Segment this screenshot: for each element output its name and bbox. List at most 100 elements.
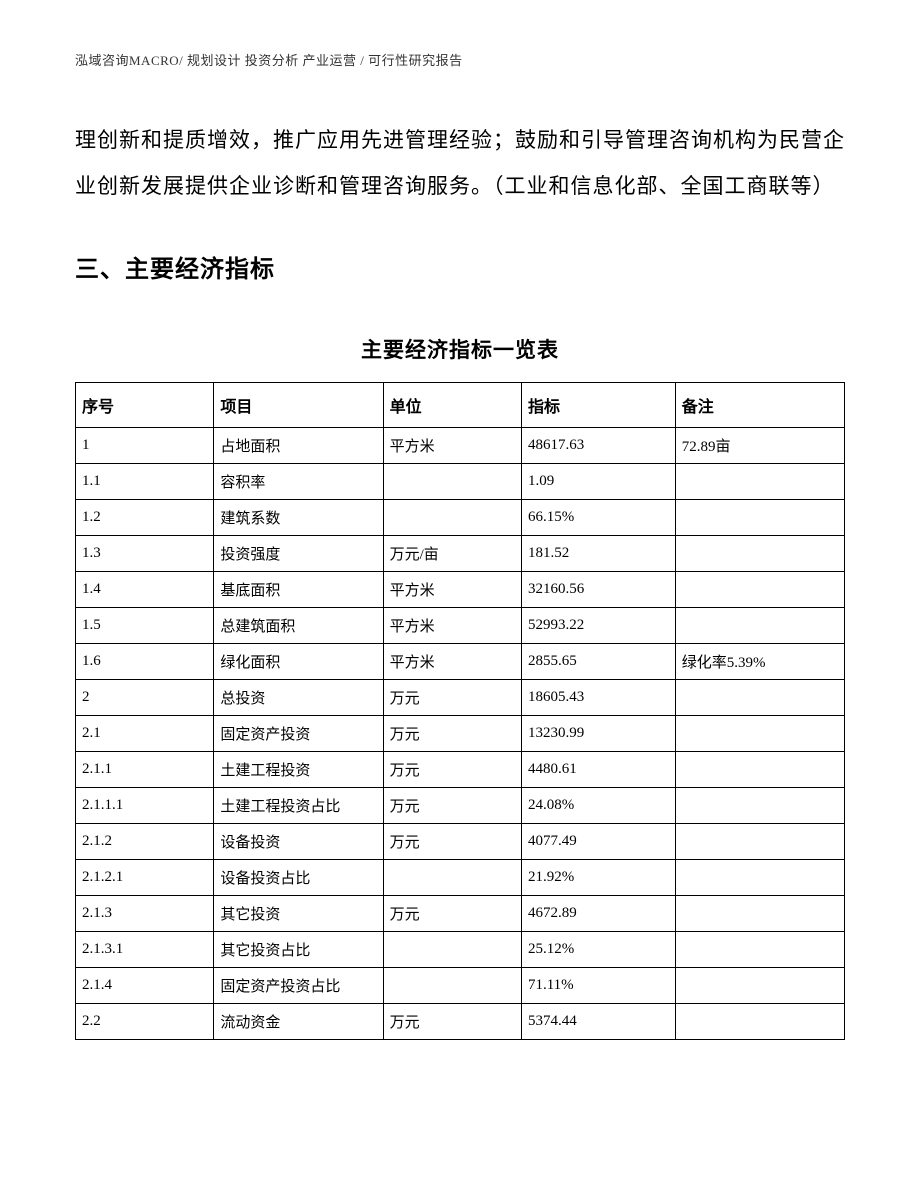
table-cell: 24.08% [521,788,675,824]
col-header-indicator: 指标 [521,383,675,428]
table-cell [675,716,844,752]
table-cell: 1.5 [76,608,214,644]
table-cell [675,968,844,1004]
table-cell: 2.1.3 [76,896,214,932]
section-heading: 三、主要经济指标 [75,249,845,284]
table-body: 1占地面积平方米48617.6372.89亩1.1容积率1.091.2建筑系数6… [76,428,845,1040]
table-cell: 2.1.3.1 [76,932,214,968]
table-cell [675,1004,844,1040]
table-row: 2.1固定资产投资万元13230.99 [76,716,845,752]
table-cell: 48617.63 [521,428,675,464]
table-cell: 流动资金 [214,1004,383,1040]
table-row: 1.4基底面积平方米32160.56 [76,572,845,608]
table-cell [383,968,521,1004]
table-cell: 总投资 [214,680,383,716]
table-cell: 66.15% [521,500,675,536]
table-cell: 万元 [383,896,521,932]
table-cell: 万元 [383,788,521,824]
table-caption: 主要经济指标一览表 [75,334,845,364]
table-cell: 绿化率5.39% [675,644,844,680]
table-cell: 平方米 [383,428,521,464]
body-paragraph: 理创新和提质增效，推广应用先进管理经验；鼓励和引导管理咨询机构为民营企业创新发展… [75,117,845,209]
table-cell: 容积率 [214,464,383,500]
col-header-remark: 备注 [675,383,844,428]
table-cell: 13230.99 [521,716,675,752]
col-header-unit: 单位 [383,383,521,428]
table-cell: 2.1.1 [76,752,214,788]
table-row: 2总投资万元18605.43 [76,680,845,716]
table-cell: 平方米 [383,608,521,644]
table-cell: 固定资产投资 [214,716,383,752]
table-cell: 52993.22 [521,608,675,644]
table-cell: 土建工程投资 [214,752,383,788]
table-row: 1.1容积率 1.09 [76,464,845,500]
table-cell: 18605.43 [521,680,675,716]
table-cell: 建筑系数 [214,500,383,536]
table-cell: 2.1.2 [76,824,214,860]
table-cell [675,896,844,932]
table-row: 2.1.2.1设备投资占比21.92% [76,860,845,896]
table-row: 1.2建筑系数66.15% [76,500,845,536]
table-cell: 万元 [383,824,521,860]
table-row: 2.1.1.1土建工程投资占比万元24.08% [76,788,845,824]
table-header-row: 序号 项目 单位 指标 备注 [76,383,845,428]
table-row: 2.1.2设备投资万元4077.49 [76,824,845,860]
table-cell [675,788,844,824]
table-cell: 4077.49 [521,824,675,860]
table-cell [383,860,521,896]
table-cell: 2.1.4 [76,968,214,1004]
table-cell: 平方米 [383,644,521,680]
table-cell: 万元 [383,680,521,716]
table-cell: 21.92% [521,860,675,896]
table-cell: 总建筑面积 [214,608,383,644]
table-cell [675,536,844,572]
table-row: 1.5总建筑面积平方米52993.22 [76,608,845,644]
table-cell: 绿化面积 [214,644,383,680]
table-cell: 4672.89 [521,896,675,932]
table-cell [675,824,844,860]
table-cell: 181.52 [521,536,675,572]
col-header-item: 项目 [214,383,383,428]
table-cell: 基底面积 [214,572,383,608]
table-cell: 71.11% [521,968,675,1004]
table-cell: 其它投资 [214,896,383,932]
table-cell: 1.6 [76,644,214,680]
table-cell [675,860,844,896]
table-cell: 万元/亩 [383,536,521,572]
table-row: 2.1.1土建工程投资万元4480.61 [76,752,845,788]
table-row: 2.1.3.1其它投资占比 25.12% [76,932,845,968]
table-row: 1.3投资强度万元/亩181.52 [76,536,845,572]
table-cell: 占地面积 [214,428,383,464]
table-row: 2.1.4固定资产投资占比71.11% [76,968,845,1004]
table-cell [675,752,844,788]
table-cell [675,932,844,968]
table-cell [383,464,521,500]
table-row: 1占地面积平方米48617.6372.89亩 [76,428,845,464]
table-cell: 土建工程投资占比 [214,788,383,824]
table-cell: 投资强度 [214,536,383,572]
table-cell: 2855.65 [521,644,675,680]
table-cell [675,572,844,608]
table-cell [675,500,844,536]
economic-indicators-table: 序号 项目 单位 指标 备注 1占地面积平方米48617.6372.89亩1.1… [75,382,845,1040]
table-cell: 设备投资 [214,824,383,860]
table-cell [383,500,521,536]
page-header: 泓域咨询MACRO/ 规划设计 投资分析 产业运营 / 可行性研究报告 [75,50,845,69]
table-cell: 4480.61 [521,752,675,788]
table-cell: 5374.44 [521,1004,675,1040]
table-cell [383,932,521,968]
table-cell: 设备投资占比 [214,860,383,896]
table-cell: 1.09 [521,464,675,500]
table-cell: 万元 [383,752,521,788]
table-row: 2.2流动资金万元5374.44 [76,1004,845,1040]
table-cell: 1 [76,428,214,464]
table-cell: 其它投资占比 [214,932,383,968]
table-cell: 2.1 [76,716,214,752]
table-row: 1.6绿化面积平方米2855.65绿化率5.39% [76,644,845,680]
table-cell: 万元 [383,716,521,752]
table-cell: 1.1 [76,464,214,500]
table-cell: 2.1.1.1 [76,788,214,824]
table-cell: 32160.56 [521,572,675,608]
table-cell: 1.3 [76,536,214,572]
table-cell: 25.12% [521,932,675,968]
